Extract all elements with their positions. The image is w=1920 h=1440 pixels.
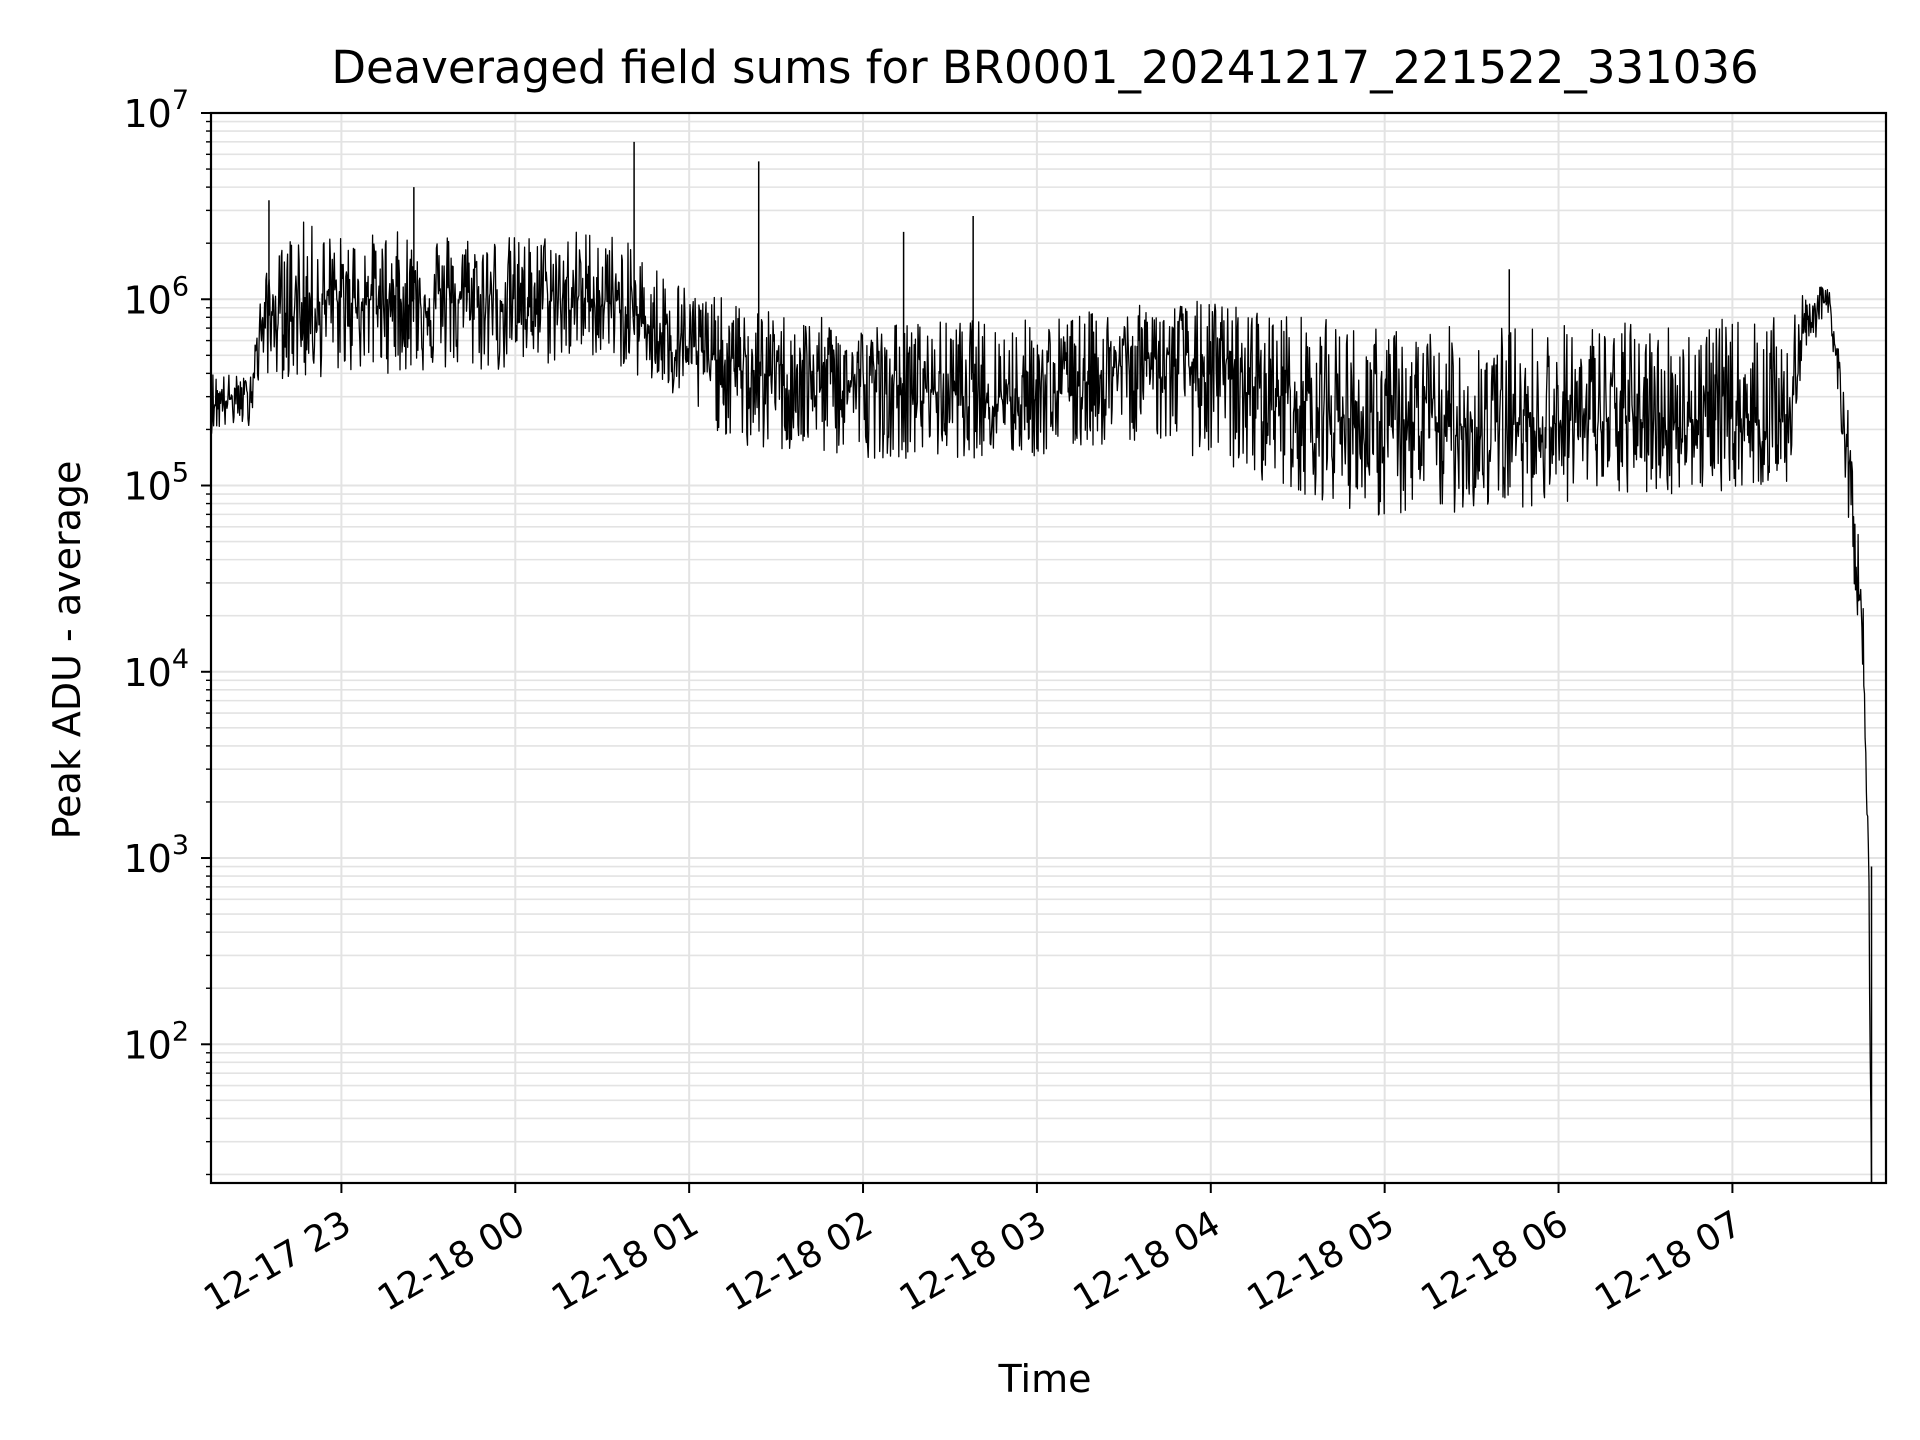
y-tick-label: 107 [123, 85, 189, 136]
series-line [210, 221, 1873, 1184]
y-tick-label: 104 [123, 644, 189, 695]
y-tick-label: 103 [123, 830, 189, 881]
chart-title: Deaveraged field sums for BR0001_2024121… [331, 41, 1758, 94]
y-axis-ticks: 102 103 104 105 106 107 [123, 85, 211, 1176]
grid-lines [211, 112, 1886, 1183]
y-tick-label: 102 [123, 1016, 189, 1067]
plot-frame [209, 111, 1888, 1185]
plot-series-group [210, 141, 1873, 1184]
x-axis-label: Time [998, 1357, 1092, 1401]
y-tick-label: 106 [123, 271, 189, 322]
y-axis-label: Peak ADU - average [45, 461, 89, 840]
y-tick-label: 105 [123, 458, 189, 509]
